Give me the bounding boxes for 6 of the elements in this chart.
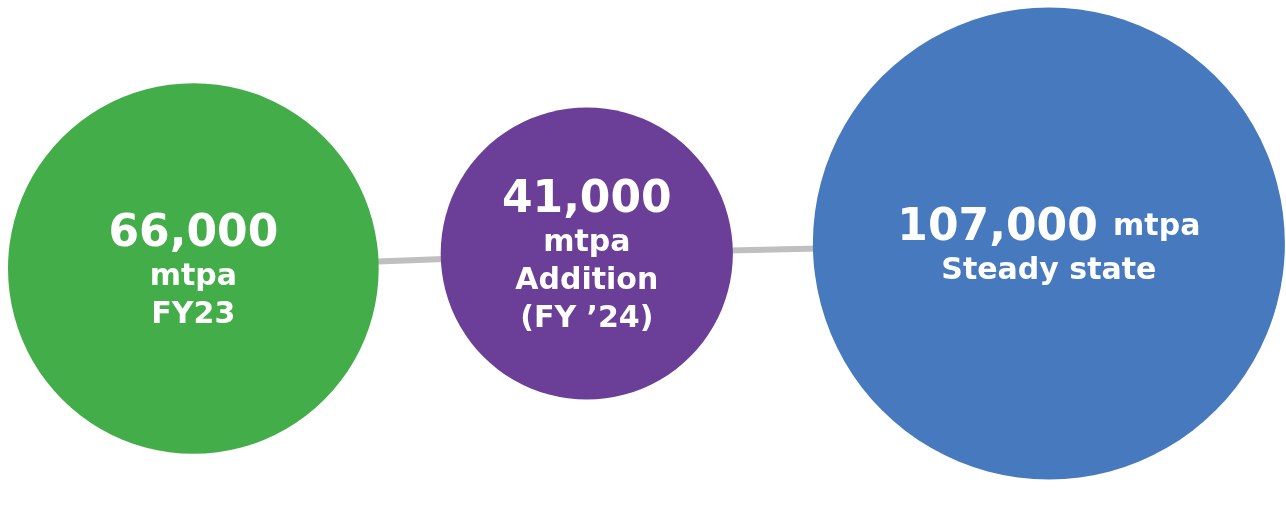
data-label: 41,000 mtpa — [501, 171, 672, 258]
data-label: 107,000 mtpa — [897, 199, 1201, 250]
data-label: 66,000 mtpa — [108, 205, 279, 292]
category-label: Steady state — [941, 251, 1157, 286]
category-label: FY23 — [151, 295, 236, 330]
category-label: Addition (FY ’24) — [515, 261, 659, 334]
